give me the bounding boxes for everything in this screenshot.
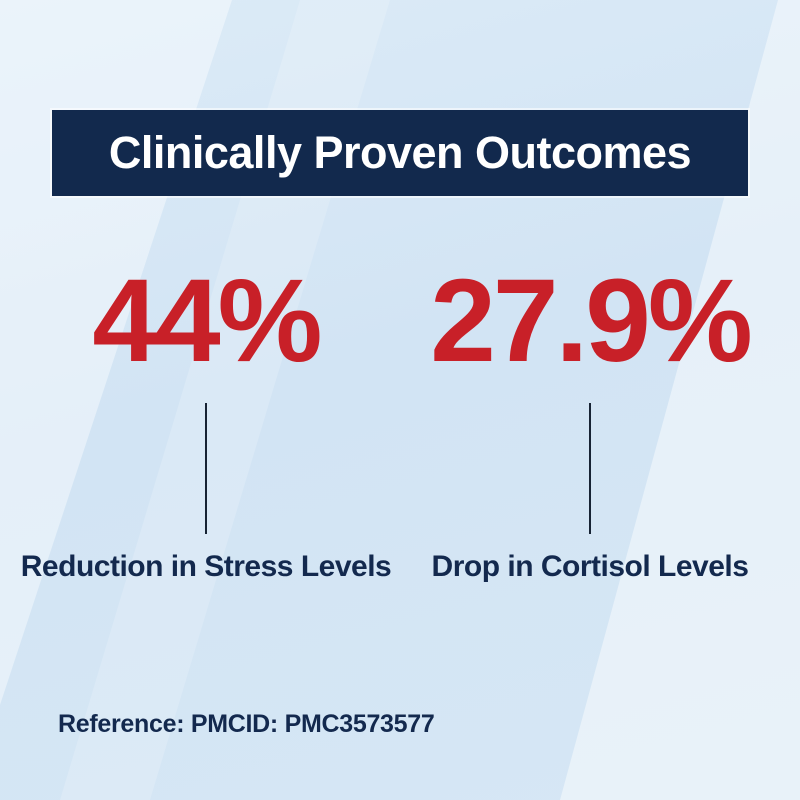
title-banner: Clinically Proven Outcomes (50, 108, 750, 198)
reference-citation: Reference: PMCID: PMC3573577 (58, 710, 435, 738)
stat-label-cortisol: Drop in Cortisol Levels (431, 550, 749, 583)
stat-label-stress: Reduction in Stress Levels (20, 550, 392, 583)
stat-value-stress: 44% (92, 255, 322, 387)
stat-connector-line (205, 403, 207, 534)
stat-block-stress: 44% Reduction in Stress Levels (20, 262, 392, 584)
stat-value-cortisol: 27.9% (430, 255, 753, 387)
stat-connector-line (589, 403, 591, 534)
stat-block-cortisol: 27.9% Drop in Cortisol Levels (415, 262, 765, 584)
page-title: Clinically Proven Outcomes (108, 127, 692, 178)
